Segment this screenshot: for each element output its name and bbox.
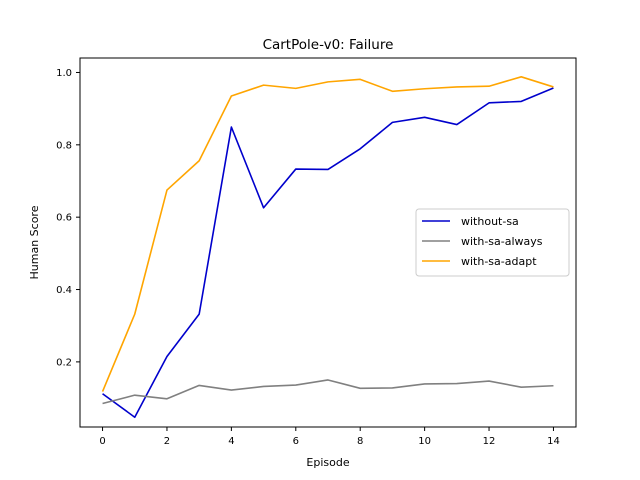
y-tick-label: 0.8: [56, 140, 72, 151]
y-axis-label: Human Score: [28, 205, 41, 279]
y-tick-label: 1.0: [56, 68, 72, 79]
x-axis-label: Episode: [306, 456, 349, 469]
x-tick-label: 14: [547, 436, 560, 447]
legend-entry-without-sa: without-sa: [461, 215, 519, 228]
x-tick-label: 8: [357, 436, 363, 447]
y-tick-label: 0.4: [56, 285, 72, 296]
x-tick-label: 6: [293, 436, 299, 447]
x-axis-ticks: 0 2 4 6 8 10 12 14: [99, 427, 560, 447]
x-tick-label: 12: [483, 436, 496, 447]
legend-entry-with-sa-always: with-sa-always: [461, 235, 543, 248]
y-axis-ticks: 0.2 0.4 0.6 0.8 1.0: [56, 68, 80, 368]
y-tick-label: 0.2: [56, 357, 72, 368]
series-line-without-sa: [102, 87, 554, 419]
plot-area-frame: [79, 57, 577, 428]
x-tick-label: 10: [418, 436, 431, 447]
y-tick-label: 0.6: [56, 213, 72, 224]
x-tick-label: 4: [228, 436, 234, 447]
chart-title: CartPole-v0: Failure: [263, 37, 394, 53]
series-layer: [101, 76, 554, 419]
series-line-with-sa-always: [102, 379, 554, 405]
legend-entry-with-sa-adapt: with-sa-adapt: [461, 255, 537, 268]
x-tick-label: 2: [164, 436, 170, 447]
x-tick-label: 0: [99, 436, 105, 447]
legend: without-sa with-sa-always with-sa-adapt: [415, 208, 570, 277]
series-line-with-sa-adapt: [101, 76, 554, 392]
legend-box: [415, 208, 570, 277]
